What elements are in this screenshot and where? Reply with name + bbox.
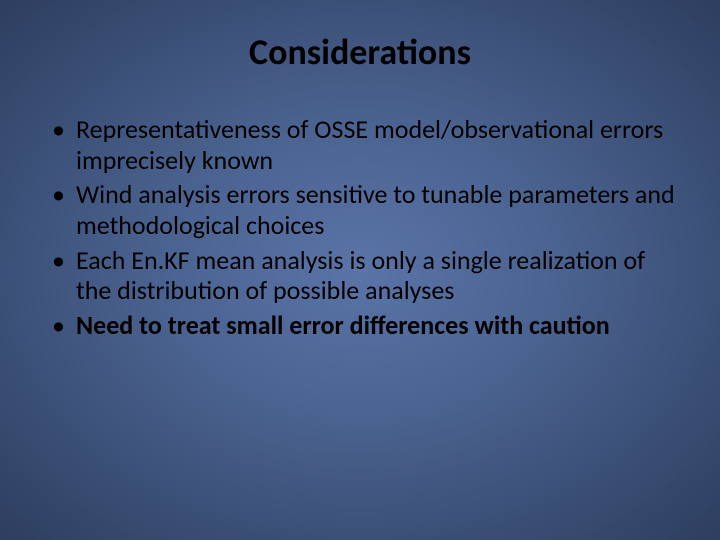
bullet-item: Wind analysis errors sensitive to tunabl…	[48, 179, 680, 240]
bullet-item: Need to treat small error differences wi…	[48, 310, 680, 341]
bullet-item: Representativeness of OSSE model/observa…	[48, 114, 680, 175]
slide: Considerations Representativeness of OSS…	[0, 0, 720, 540]
bullet-list: Representativeness of OSSE model/observa…	[40, 114, 680, 341]
bullet-text: Each En.KF mean analysis is only a singl…	[76, 244, 645, 307]
slide-title: Considerations	[40, 30, 680, 74]
bullet-text: Wind analysis errors sensitive to tunabl…	[76, 178, 675, 241]
bullet-item: Each En.KF mean analysis is only a singl…	[48, 245, 680, 306]
bullet-text: Representativeness of OSSE model/observa…	[76, 113, 663, 176]
bullet-text: Need to treat small error differences wi…	[76, 309, 610, 341]
